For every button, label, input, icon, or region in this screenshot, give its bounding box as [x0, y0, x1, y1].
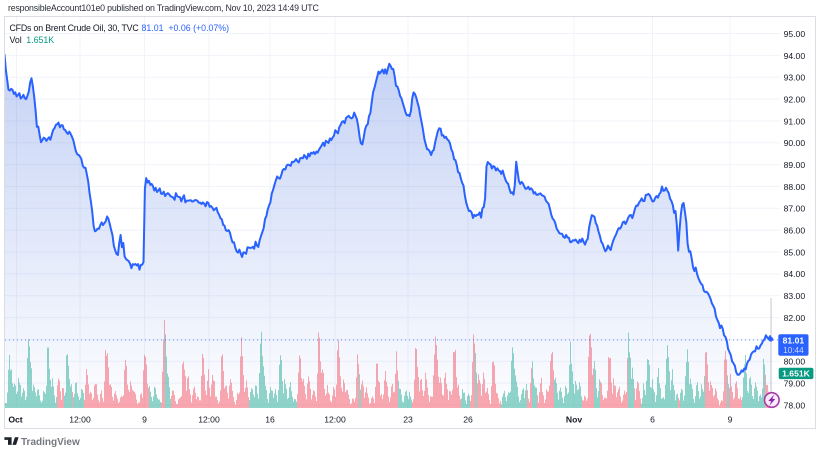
svg-text:Vol: Vol [10, 35, 22, 45]
svg-text:78.00: 78.00 [784, 400, 806, 410]
svg-text:81.01 +0.06 (+0.07%): 81.01 +0.06 (+0.07%) [142, 23, 230, 33]
svg-text:89.00: 89.00 [784, 160, 806, 170]
svg-text:16: 16 [265, 415, 275, 425]
svg-text:87.00: 87.00 [784, 204, 806, 214]
svg-text:80.00: 80.00 [784, 357, 806, 367]
svg-text:23: 23 [403, 415, 413, 425]
svg-text:93.00: 93.00 [784, 73, 806, 83]
svg-text:83.00: 83.00 [784, 291, 806, 301]
svg-text:10:44: 10:44 [783, 346, 804, 355]
svg-text:TradingView: TradingView [21, 437, 80, 448]
svg-text:12:00: 12:00 [324, 415, 346, 425]
svg-text:85.00: 85.00 [784, 247, 806, 257]
svg-text:79.00: 79.00 [784, 379, 806, 389]
svg-text:94.00: 94.00 [784, 51, 806, 61]
svg-text:86.00: 86.00 [784, 226, 806, 236]
svg-text:82.00: 82.00 [784, 313, 806, 323]
svg-text:6: 6 [650, 415, 655, 425]
svg-text:9: 9 [728, 415, 733, 425]
svg-text:responsibleAccount101e0 publis: responsibleAccount101e0 published on Tra… [8, 3, 319, 13]
svg-text:81.01: 81.01 [783, 335, 805, 345]
svg-text:1.651K: 1.651K [26, 35, 54, 45]
svg-text:95.00: 95.00 [784, 29, 806, 39]
svg-text:1.651K: 1.651K [782, 369, 811, 379]
svg-text:CFDs on Brent Crude Oil, 30, T: CFDs on Brent Crude Oil, 30, TVC [10, 23, 140, 33]
svg-text:Nov: Nov [566, 415, 582, 425]
svg-text:Oct: Oct [8, 415, 22, 425]
svg-text:9: 9 [142, 415, 147, 425]
svg-text:92.00: 92.00 [784, 95, 806, 105]
svg-text:90.00: 90.00 [784, 138, 806, 148]
svg-text:12:00: 12:00 [69, 415, 91, 425]
svg-text:91.00: 91.00 [784, 116, 806, 126]
svg-text:88.00: 88.00 [784, 182, 806, 192]
svg-text:26: 26 [463, 415, 473, 425]
svg-text:12:00: 12:00 [198, 415, 220, 425]
svg-text:84.00: 84.00 [784, 269, 806, 279]
